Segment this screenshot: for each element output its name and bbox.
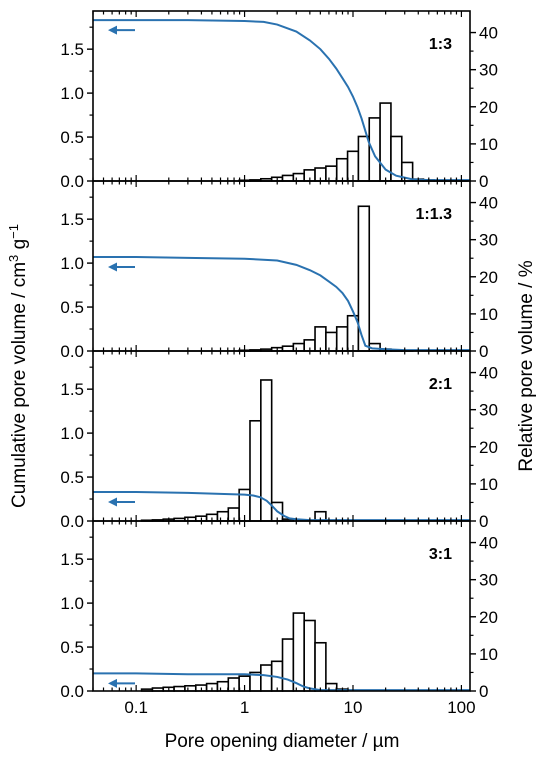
histogram-bar [293,344,304,351]
left-y-tick-label: 1.5 [60,210,84,229]
x-tick-label: 0.1 [124,698,148,717]
panel-2-1: 2:1 0.0 0.5 1.0 1.5 0 10 20 30 40 [60,351,498,531]
left-y-tick-label: 0.5 [60,468,84,487]
right-y-tick-label: 0 [479,682,488,701]
left-y-tick-label: 1.0 [60,594,84,613]
left-y-tick-label: 1.0 [60,424,84,443]
right-y-tick-label: 30 [479,571,498,590]
histogram-bar [217,512,228,521]
left-y-tick-label: 0.0 [60,512,84,531]
right-y-tick-label: 20 [479,98,498,117]
histogram-bar [337,327,348,351]
histogram-bar [250,421,261,521]
panel-frame [93,351,470,521]
histogram-bar [315,643,326,691]
histogram-bar [304,620,315,691]
left-axis-arrowhead [108,497,117,506]
right-y-tick-label: 0 [479,342,488,361]
panel-frame [93,181,470,351]
left-y-tick-label: 0.5 [60,128,84,147]
right-y-tick-label: 10 [479,135,498,154]
right-y-tick-label: 40 [479,194,498,213]
left-y-tick-label: 1.0 [60,254,84,273]
right-y-tick-label: 40 [479,24,498,43]
left-y-tick-label: 0.5 [60,638,84,657]
histogram-bar [326,166,337,181]
panel-1-1-3: 1:1.3 0.0 0.5 1.0 1.5 0 10 20 30 40 [60,181,498,361]
panel-frame [93,11,470,181]
left-y-tick-label: 1.5 [60,40,84,59]
histogram-bar [283,175,294,181]
right-y-axis-title: Relative pore volume / % [516,260,537,471]
panel-1-3: 1:3 0.0 0.5 1.0 1.5 0 10 20 30 40 [60,11,498,191]
right-y-tick-label: 30 [479,61,498,80]
panel-label: 3:1 [429,546,452,563]
histogram-bar [293,174,304,181]
histogram-bar [326,332,337,351]
cumulative-curve [93,257,470,350]
panel-3-1: 3:1 0.0 0.5 1.0 1.5 0 10 20 30 40 [60,521,498,701]
histogram-bar [315,327,326,351]
left-y-axis-title: Cumulative pore volume / cm3 g−1 [6,224,30,508]
histogram-bar [217,682,228,691]
histogram-bar [261,665,272,691]
left-y-tick-label: 0.5 [60,298,84,317]
left-y-tick-label: 0.0 [60,172,84,191]
x-tick-label: 100 [447,698,475,717]
histogram-bar [358,136,369,181]
right-y-tick-label: 40 [479,364,498,383]
left-y-tick-label: 0.0 [60,342,84,361]
x-tick-label: 10 [344,698,363,717]
panel-label: 1:3 [429,36,452,53]
left-y-tick-label: 0.0 [60,682,84,701]
left-axis-arrowhead [108,26,117,35]
right-y-tick-label: 0 [479,512,488,531]
right-y-tick-label: 20 [479,268,498,287]
left-y-tick-label: 1.5 [60,380,84,399]
left-y-tick-label: 1.0 [60,84,84,103]
left-axis-arrowhead [108,262,117,271]
right-y-tick-label: 10 [479,645,498,664]
right-y-tick-label: 20 [479,608,498,627]
x-axis: 0.1 1 10 100 [124,698,475,717]
right-y-tick-label: 10 [479,305,498,324]
right-y-tick-label: 30 [479,231,498,250]
right-y-tick-label: 30 [479,401,498,420]
histogram-bar [293,613,304,691]
right-y-tick-label: 20 [479,438,498,457]
right-y-tick-label: 0 [479,172,488,191]
panels-layer: 1:3 0.0 0.5 1.0 1.5 0 10 20 30 40 1:1.3 0.0 0.5 1.0 1.… [60,11,498,701]
left-y-tick-label: 1.5 [60,550,84,569]
right-y-tick-label: 10 [479,475,498,494]
panel-label: 1:1.3 [416,206,453,223]
left-axis-arrowhead [108,679,117,688]
x-tick-label: 1 [240,698,249,717]
cumulative-curve [93,20,470,180]
histogram-bar [283,639,294,691]
histogram-bar [369,118,380,181]
panel-label: 2:1 [429,376,452,393]
right-y-tick-label: 40 [479,534,498,553]
x-axis-title: Pore opening diameter / µm [165,731,400,752]
